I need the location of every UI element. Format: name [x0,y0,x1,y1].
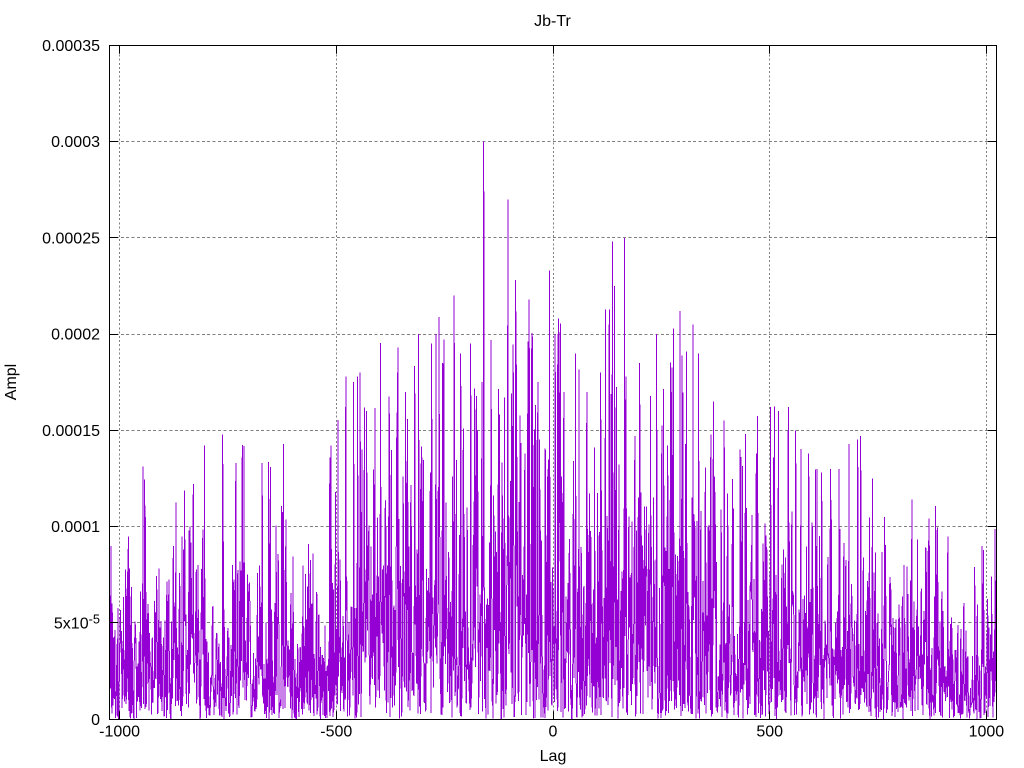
svg-text:0.0002: 0.0002 [51,327,100,344]
svg-text:Ampl: Ampl [3,364,20,400]
svg-text:0.00035: 0.00035 [42,38,100,55]
svg-text:0: 0 [549,724,558,741]
svg-text:0.0003: 0.0003 [51,134,100,151]
svg-text:0.0001: 0.0001 [51,519,100,536]
svg-text:5x10-5: 5x10-5 [54,612,100,633]
svg-text:1000: 1000 [969,724,1005,741]
svg-text:500: 500 [756,724,783,741]
svg-text:-1000: -1000 [99,724,140,741]
svg-text:0.00025: 0.00025 [42,230,100,247]
svg-text:0.00015: 0.00015 [42,423,100,440]
svg-text:Jb-Tr: Jb-Tr [534,13,571,30]
svg-text:0: 0 [91,712,100,729]
svg-text:Lag: Lag [540,748,567,765]
svg-text:-500: -500 [320,724,352,741]
